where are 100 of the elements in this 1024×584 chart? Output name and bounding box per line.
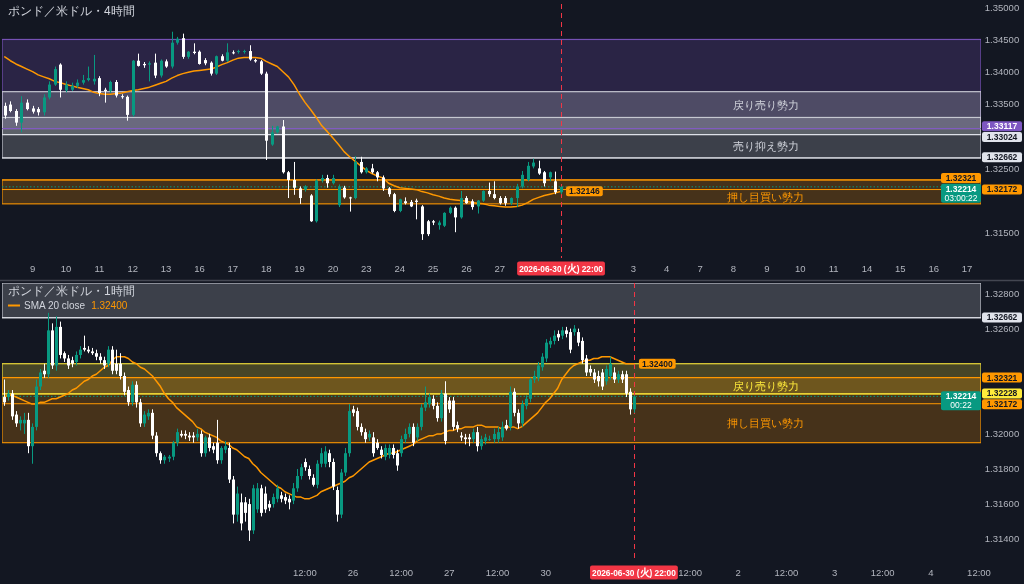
candlestick: [396, 449, 399, 472]
candlestick: [349, 196, 352, 213]
ref-line-label: 1.32321: [986, 372, 1018, 383]
x-tick-label: 12:00: [485, 567, 510, 578]
band-label: 戻り売り勢力: [732, 379, 799, 392]
x-tick-label: 4: [664, 263, 670, 274]
x-tick-label: 17: [961, 263, 973, 274]
band-label: 売り抑え勢力: [732, 140, 799, 153]
x-tick-label: 14: [861, 263, 873, 274]
candlestick: [537, 361, 540, 382]
candlestick: [372, 431, 375, 458]
candlestick: [521, 400, 524, 428]
candlestick: [151, 408, 154, 440]
ref-line-label: 1.32214 00:22: [945, 391, 977, 411]
candlestick: [115, 349, 118, 375]
band-label: 押し目買い勢力: [727, 190, 805, 203]
band-label: 押し目買い勢力: [727, 417, 805, 430]
candlestick: [171, 31, 174, 69]
x-tick-label: 4: [928, 567, 934, 578]
y-tick-label: 1.33500: [984, 98, 1020, 110]
candlestick: [601, 368, 604, 391]
candlestick: [287, 170, 290, 199]
candlestick: [172, 440, 175, 461]
x-tick-label: 16: [928, 263, 940, 274]
x-tick-label: 17: [227, 263, 239, 274]
y-tick-label: 1.31500: [984, 227, 1020, 239]
x-tick-label: 9: [764, 263, 770, 274]
candlestick: [216, 419, 219, 465]
candlestick: [236, 486, 239, 523]
x-tick-label: 12:00: [870, 567, 895, 578]
candlestick: [126, 95, 129, 122]
candlestick: [240, 493, 243, 531]
candlestick: [155, 431, 158, 458]
x-tick-label: 11: [828, 263, 839, 274]
x-tick-label: 12: [127, 263, 139, 274]
x-tick-label: 12:00: [678, 567, 702, 578]
x-tick-label: 12:00: [967, 567, 991, 578]
candlestick: [31, 422, 34, 465]
candlestick: [436, 401, 439, 423]
candlestick: [20, 95, 23, 133]
x-tick-label: 3: [630, 263, 636, 274]
candlestick: [3, 379, 6, 407]
candlestick: [513, 387, 516, 417]
candlestick: [527, 161, 530, 182]
candlestick: [609, 356, 612, 381]
y-tick-label: 1.31600: [984, 498, 1020, 510]
y-tick-label: 1.32500: [984, 162, 1020, 174]
candlestick: [271, 125, 274, 147]
y-tick-label: 1.32800: [984, 287, 1020, 299]
candlestick: [420, 403, 423, 431]
y-tick-label: 1.31400: [984, 533, 1020, 545]
x-tick-label: 20: [327, 263, 339, 274]
candlestick: [39, 368, 42, 391]
x-tick-label: 13: [160, 263, 172, 274]
data-label: 1.32400: [641, 358, 673, 369]
candlestick: [226, 42, 229, 63]
x-tick-label: 9: [29, 263, 36, 274]
x-tick-label: 27: [444, 567, 455, 578]
candlestick: [98, 75, 101, 97]
candlestick: [393, 192, 396, 213]
candlestick: [460, 190, 463, 220]
text: 1.32400: [91, 300, 128, 311]
candlestick: [324, 445, 327, 468]
y-tick-label: 1.32600: [984, 322, 1020, 334]
candlestick: [293, 161, 296, 196]
candlestick: [43, 93, 46, 117]
candlestick: [264, 486, 267, 514]
candlestick: [454, 205, 457, 233]
candlestick: [316, 459, 319, 489]
candlestick: [545, 338, 548, 363]
candlestick: [476, 426, 479, 452]
candlestick: [412, 422, 415, 447]
candlestick: [344, 447, 347, 477]
chart-title: ポンド／米ドル・4時間: [8, 4, 135, 18]
candlestick: [119, 352, 122, 381]
candlestick: [554, 171, 557, 195]
ref-line-label: 1.32214 03:00:22: [944, 183, 978, 203]
ref-line-label: 1.32228: [986, 388, 1018, 399]
chart-title: ポンド／米ドル・1時間: [8, 284, 135, 298]
x-tick-label: 23: [361, 263, 372, 274]
x-tick-label: 10: [60, 263, 72, 274]
x-tick-label: 18: [260, 263, 272, 274]
candlestick: [160, 58, 163, 78]
candlestick: [148, 60, 151, 82]
x-tick-label: 15: [895, 263, 906, 274]
x-tick-label: 3: [831, 567, 838, 578]
candlestick: [107, 345, 110, 368]
x-tick-label: 10: [794, 263, 806, 274]
candlestick: [517, 408, 520, 430]
ref-line-label: 1.32662: [986, 312, 1018, 323]
x-tick-label: 25: [427, 263, 439, 274]
ref-line-label: 1.32662: [986, 152, 1018, 163]
x-tick-label: 24: [394, 263, 406, 274]
candlestick: [54, 66, 57, 87]
x-tick-label: 27: [494, 263, 506, 274]
x-tick-label: 19: [294, 263, 305, 274]
x-tick-label: 26: [461, 263, 472, 274]
candlestick: [111, 345, 114, 375]
candlestick: [605, 364, 608, 386]
candlestick: [320, 447, 323, 468]
